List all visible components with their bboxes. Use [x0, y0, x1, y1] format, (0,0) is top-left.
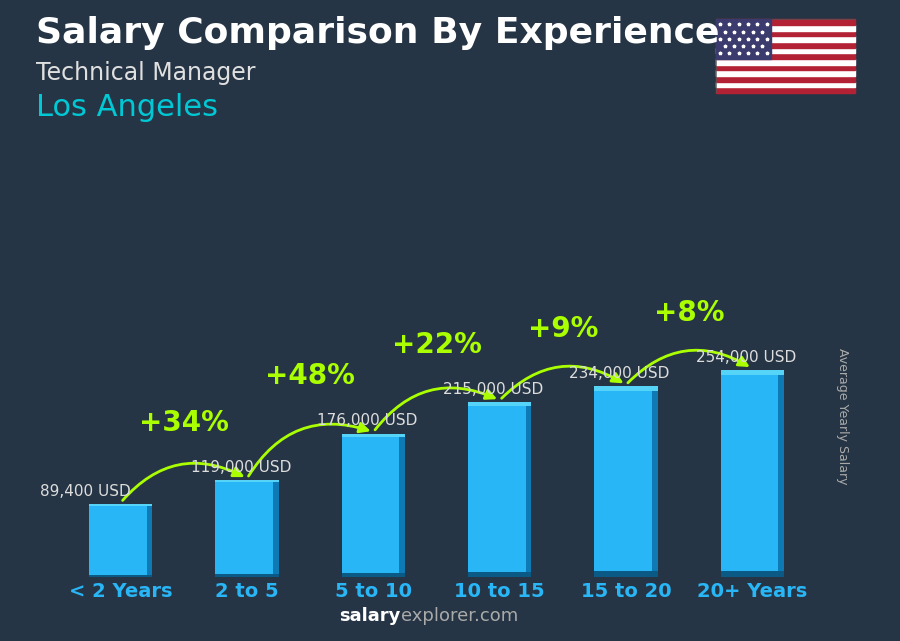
Bar: [716, 42, 855, 47]
Bar: [716, 19, 771, 59]
Bar: [526, 402, 531, 577]
Bar: [716, 25, 855, 31]
Bar: [342, 572, 405, 577]
Text: 254,000 USD: 254,000 USD: [696, 350, 796, 365]
Text: +34%: +34%: [139, 409, 229, 437]
Text: 119,000 USD: 119,000 USD: [191, 460, 291, 475]
Text: 89,400 USD: 89,400 USD: [40, 484, 130, 499]
Text: Los Angeles: Los Angeles: [36, 93, 218, 122]
Text: explorer.com: explorer.com: [400, 607, 518, 625]
Bar: [778, 370, 784, 577]
Bar: [721, 570, 784, 577]
Bar: [468, 402, 531, 577]
Bar: [716, 37, 855, 42]
Bar: [594, 387, 658, 577]
Bar: [342, 433, 405, 437]
Text: +8%: +8%: [653, 299, 724, 327]
Bar: [215, 480, 279, 483]
Bar: [721, 370, 784, 577]
Bar: [716, 47, 855, 53]
Bar: [716, 65, 855, 71]
Bar: [273, 480, 279, 577]
Bar: [468, 572, 531, 577]
Bar: [594, 387, 658, 391]
Text: Average Yearly Salary: Average Yearly Salary: [836, 349, 849, 485]
Text: salary: salary: [339, 607, 400, 625]
Bar: [89, 504, 152, 506]
Bar: [716, 59, 855, 65]
Text: Technical Manager: Technical Manager: [36, 61, 256, 85]
Text: Salary Comparison By Experience: Salary Comparison By Experience: [36, 16, 719, 50]
Text: 215,000 USD: 215,000 USD: [443, 382, 544, 397]
Bar: [215, 480, 279, 577]
Bar: [400, 433, 405, 577]
Bar: [89, 504, 152, 577]
Bar: [716, 81, 855, 87]
Bar: [716, 71, 855, 76]
Bar: [652, 387, 658, 577]
Bar: [215, 574, 279, 577]
Bar: [342, 433, 405, 577]
Text: 234,000 USD: 234,000 USD: [570, 366, 670, 381]
Text: +48%: +48%: [266, 362, 356, 390]
Bar: [716, 53, 855, 59]
Bar: [147, 504, 152, 577]
Bar: [721, 370, 784, 375]
Bar: [468, 402, 531, 406]
Text: 176,000 USD: 176,000 USD: [317, 413, 418, 428]
Bar: [716, 31, 855, 37]
Bar: [89, 575, 152, 577]
Bar: [716, 87, 855, 93]
Text: +22%: +22%: [392, 331, 482, 358]
Bar: [716, 76, 855, 81]
Bar: [594, 571, 658, 577]
Bar: [716, 19, 855, 25]
Text: +9%: +9%: [527, 315, 598, 343]
